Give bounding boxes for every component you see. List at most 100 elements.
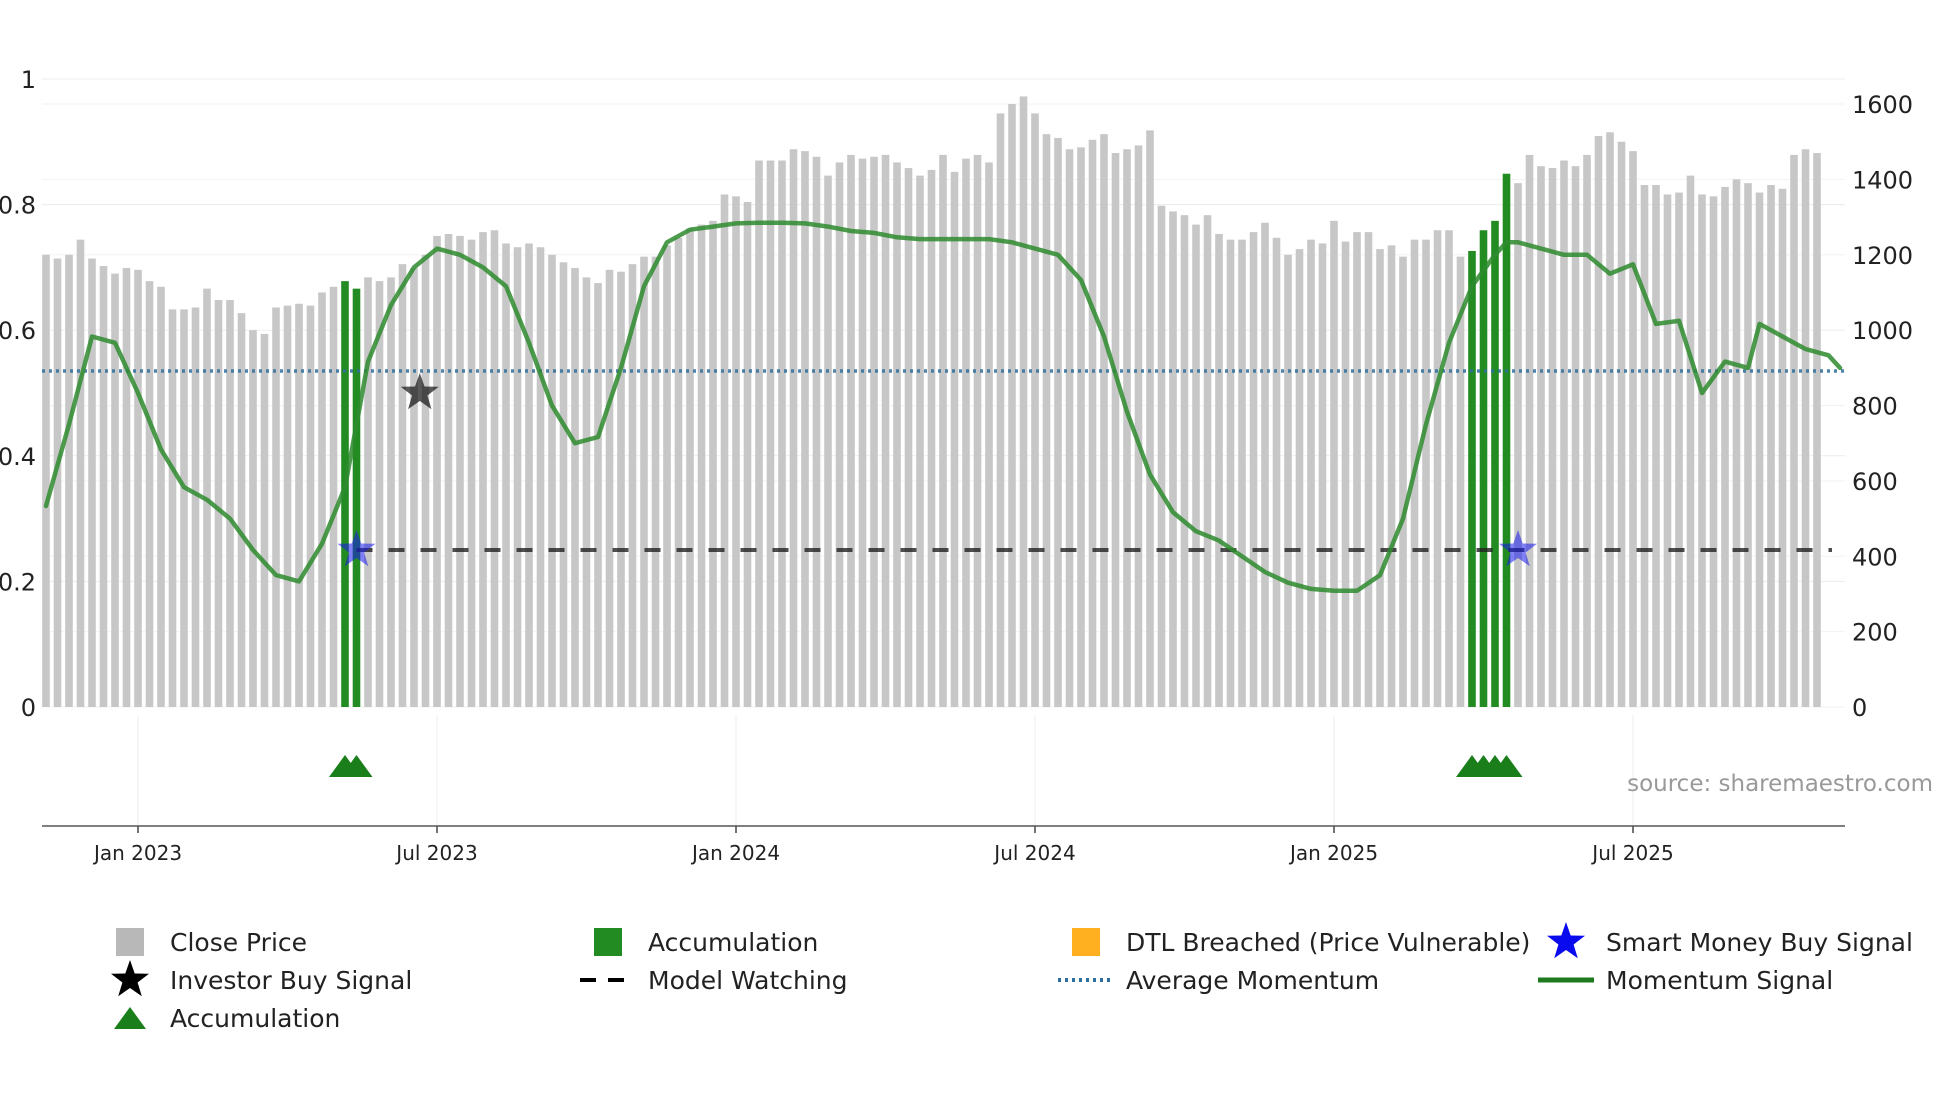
close-price-bar [548,254,556,707]
close-price-bar [88,258,96,707]
close-price-bar [640,256,648,707]
legend-item: Model Watching [580,966,848,995]
close-price-bar [582,277,591,707]
close-price-bar [628,264,637,707]
close-price-bar [789,149,798,708]
close-price-bar [812,156,821,707]
close-price-bar [1341,241,1350,707]
close-price-bar [1307,239,1315,708]
legend-item: DTL Breached (Price Vulnerable) [1072,928,1530,957]
close-price-bar [1364,232,1373,707]
momentum-signal-path [43,220,1843,594]
close-price-bar [272,307,280,707]
close-price-bar [1721,186,1729,708]
legend-item: Accumulation [594,928,818,957]
close-price-bar [709,220,717,708]
close-price-bar [513,247,522,707]
close-price-bar [226,299,234,707]
close-price-bar [1790,154,1798,708]
right-axis-tick-label: 400 [1852,543,1898,571]
close-price-bar [306,305,315,707]
close-price-bar [1100,134,1108,707]
close-price-bar [111,273,119,707]
accumulation-bar [1479,230,1488,708]
legend-square-icon [594,928,622,956]
close-price-bar [1353,232,1361,707]
close-price-bar [191,307,200,707]
close-price-bar [1709,196,1718,707]
right-axis-tick-label: 1200 [1852,242,1913,270]
legend-label: DTL Breached (Price Vulnerable) [1126,928,1530,957]
close-price-bar [42,254,50,707]
close-price-bar [421,254,430,707]
close-price-bar [1077,147,1085,707]
legend-label: Momentum Signal [1606,966,1833,995]
close-price-bar [1744,183,1752,708]
close-price-bar [847,154,855,708]
close-price-bar [1652,185,1660,707]
close-price-bar [605,269,614,707]
legend-label: Close Price [170,928,307,957]
legend-label: Accumulation [170,1004,340,1033]
left-axis-tick-label: 1 [21,66,36,94]
legend-item: Average Momentum [1058,966,1379,995]
close-price-bar [801,151,809,707]
close-price-bar [1525,154,1534,708]
left-axis-tick-label: 0.4 [0,443,36,471]
close-price-bar [99,266,108,707]
close-price-bar [766,160,775,707]
close-price-bar [444,234,453,707]
close-price-bar [1813,152,1821,707]
close-price-bar [433,235,441,707]
x-axis-tick-label: Jul 2023 [394,841,477,865]
right-axis-tick-label: 1600 [1852,91,1913,119]
close-price-bar [398,264,407,707]
close-price-bar [479,232,487,707]
close-price-bar [1157,205,1166,707]
close-price-bar [1192,224,1200,707]
close-price-bar [732,196,740,707]
legend-star-icon [111,960,149,997]
right-axis-tick-label: 1000 [1852,317,1913,345]
close-price-bar [1663,194,1672,707]
close-price-bar [858,158,867,708]
close-price-bar [1594,136,1603,708]
close-price-bar [571,267,579,707]
close-price-bar [364,277,372,707]
left-axis-tick-label: 0.8 [0,192,36,220]
close-price-bar [1065,149,1074,708]
right-axis-tick-label: 600 [1852,468,1898,496]
legend-square-icon [116,928,144,956]
close-price-bar [939,154,947,708]
close-price-bar [1111,152,1120,707]
close-price-bar [1755,192,1764,708]
close-price-bar [1042,134,1051,707]
close-price-bar [904,168,913,708]
close-price-bar [651,256,660,707]
momentum-signal-line [43,220,1843,594]
close-price-bar [1123,149,1131,708]
close-price-bar [743,201,752,708]
close-price-bar [973,154,982,708]
close-price-bar [1801,149,1810,708]
close-price-bar [1249,232,1258,707]
close-price-bar [1031,113,1039,707]
close-price-bar [1640,185,1649,707]
close-price-bar [1629,151,1637,707]
close-price-bar [1019,96,1028,707]
close-price-bar [1675,192,1683,708]
close-price-bar [824,175,832,707]
close-price-bar [1606,132,1614,707]
close-price-bar [180,309,188,707]
close-price-bar [157,286,165,707]
x-axis-tick-label: Jan 2025 [1288,841,1378,865]
legend-item: Momentum Signal [1538,966,1833,995]
legend-label: Model Watching [648,966,848,995]
accumulation-triangle [1490,755,1523,777]
close-price-bar [1445,230,1453,708]
close-price-bar [1238,239,1246,708]
close-price-bar [249,330,257,707]
close-price-bar [387,277,395,707]
legend-label: Smart Money Buy Signal [1606,928,1913,957]
x-axis-tick-label: Jan 2024 [690,841,780,865]
